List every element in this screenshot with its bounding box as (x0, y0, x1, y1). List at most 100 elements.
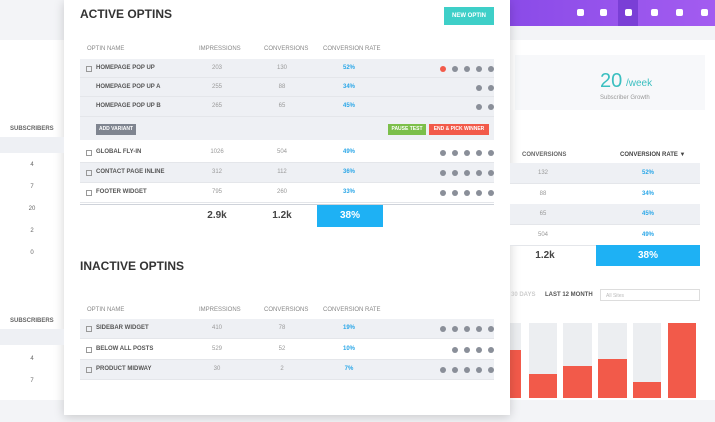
row-action-icon[interactable] (440, 170, 446, 176)
nav-icon[interactable] (676, 9, 683, 16)
optin-name[interactable]: HOMEPAGE POP UP B (96, 103, 161, 109)
row-action-icon[interactable] (452, 326, 458, 332)
total-conversions: 1.2k (272, 210, 292, 221)
total-rate: 38% (317, 205, 383, 227)
optin-name[interactable]: SIDEBAR WIDGET (96, 325, 149, 331)
row-action-icon[interactable] (464, 367, 470, 373)
nav-icon[interactable] (600, 9, 607, 16)
total-conversions: 1.2k (535, 250, 555, 261)
optin-name[interactable]: FOOTER WIDGET (96, 189, 147, 195)
row-action-icon[interactable] (464, 326, 470, 332)
top-bar (510, 0, 715, 26)
row-action-icon[interactable] (488, 190, 494, 196)
row-action-icon[interactable] (440, 326, 446, 332)
row-action-icon[interactable] (488, 367, 494, 373)
row-action-icon[interactable] (440, 367, 446, 373)
row-action-icon[interactable] (464, 346, 470, 353)
conversion-rate: 19% (342, 325, 355, 331)
new-optin-button[interactable]: NEW OPTIN (444, 7, 494, 25)
site-dropdown[interactable]: All Sites (600, 289, 700, 301)
row-action-icon[interactable] (476, 367, 482, 373)
table-row (80, 97, 494, 117)
row-action-icon[interactable] (476, 346, 482, 353)
impressions: 203 (211, 64, 222, 71)
row-action-icon[interactable] (476, 84, 482, 91)
row-action-icon[interactable] (452, 150, 458, 156)
optins-card: ACTIVE OPTINS NEW OPTIN INACTIVE OPTINS … (64, 0, 510, 415)
optin-name[interactable]: PRODUCT MIDWAY (96, 366, 152, 372)
row-action-icon[interactable] (476, 150, 482, 156)
optin-name[interactable]: GLOBAL FLY-IN (96, 149, 142, 155)
subscriber-count: 7 (30, 184, 34, 190)
filter-tab[interactable]: LAST 12 MONTH (545, 292, 593, 298)
table-row (80, 78, 494, 97)
nav-icon[interactable] (577, 9, 584, 16)
impressions: 529 (211, 345, 222, 352)
subscriber-count: 4 (30, 356, 34, 362)
row-action-icon[interactable] (476, 326, 482, 332)
chart-bar (633, 382, 661, 398)
row-action-icon[interactable] (488, 84, 494, 91)
row-action-icon[interactable] (452, 190, 458, 196)
subscriber-count: 7 (30, 378, 34, 384)
row-action-icon[interactable] (440, 190, 446, 196)
table-row (80, 339, 494, 360)
row-action-icon[interactable] (476, 104, 482, 110)
conversions: 88 (278, 83, 286, 90)
row-action-icon[interactable] (464, 150, 470, 156)
row-action-icon[interactable] (452, 65, 458, 72)
nav-icon[interactable] (701, 9, 708, 16)
row-action-icon[interactable] (488, 150, 494, 156)
row-action-icon[interactable] (464, 65, 470, 72)
row-action-icon[interactable] (488, 104, 494, 110)
row-action-icon[interactable] (464, 190, 470, 196)
conversion-rate: 45% (342, 103, 355, 109)
row-action-icon[interactable] (440, 150, 446, 156)
impressions: 255 (211, 83, 222, 90)
impressions: 1026 (210, 149, 224, 155)
subscriber-count: 2 (30, 228, 34, 234)
row-action-icon[interactable] (488, 326, 494, 332)
row-action-icon[interactable] (452, 170, 458, 176)
optin-name[interactable]: HOMEPAGE POP UP (96, 64, 155, 71)
row-action-icon[interactable] (452, 346, 458, 353)
column-header: CONVERSIONS (264, 307, 309, 313)
conversions: 130 (276, 64, 287, 71)
conversions: 78 (278, 325, 286, 331)
table-row (0, 329, 64, 345)
table-row (510, 204, 700, 226)
impressions: 410 (211, 325, 222, 331)
add-variant-button[interactable]: ADD VARIANT (96, 124, 136, 135)
optin-name[interactable]: BELOW ALL POSTS (96, 345, 154, 352)
conversions: 132 (537, 170, 548, 176)
end-pick-winner-button[interactable]: END & PICK WINNER (429, 124, 489, 135)
row-action-icon[interactable] (488, 65, 494, 72)
row-action-icon[interactable] (452, 367, 458, 373)
nav-icon[interactable] (651, 9, 658, 16)
nav-icon[interactable] (625, 9, 632, 16)
chart-bar (529, 374, 557, 398)
totals-rule (80, 204, 494, 205)
optin-name[interactable]: HOMEPAGE POP UP A (96, 83, 161, 90)
optin-name[interactable]: CONTACT PAGE INLINE (96, 169, 165, 175)
row-action-icon[interactable] (464, 170, 470, 176)
filter-tab[interactable]: 30 DAYS (511, 292, 536, 298)
pause-test-button[interactable]: PAUSE TEST (388, 124, 426, 135)
growth-value: 20 (600, 70, 623, 92)
chart-bar (510, 350, 521, 398)
row-action-icon[interactable] (488, 346, 494, 353)
row-action-icon[interactable] (476, 65, 482, 72)
impressions: 265 (211, 103, 222, 109)
table-row (80, 59, 494, 78)
row-type-icon (86, 326, 92, 332)
row-action-icon[interactable] (476, 170, 482, 176)
table-row (80, 360, 494, 380)
row-action-icon[interactable] (488, 170, 494, 176)
column-header: CONVERSION RATE ▼ (620, 152, 686, 158)
row-type-icon (86, 65, 92, 72)
row-action-icon[interactable] (476, 190, 482, 196)
subscriber-count: 20 (28, 206, 36, 212)
impressions: 312 (211, 169, 222, 175)
row-action-icon[interactable] (440, 65, 446, 72)
